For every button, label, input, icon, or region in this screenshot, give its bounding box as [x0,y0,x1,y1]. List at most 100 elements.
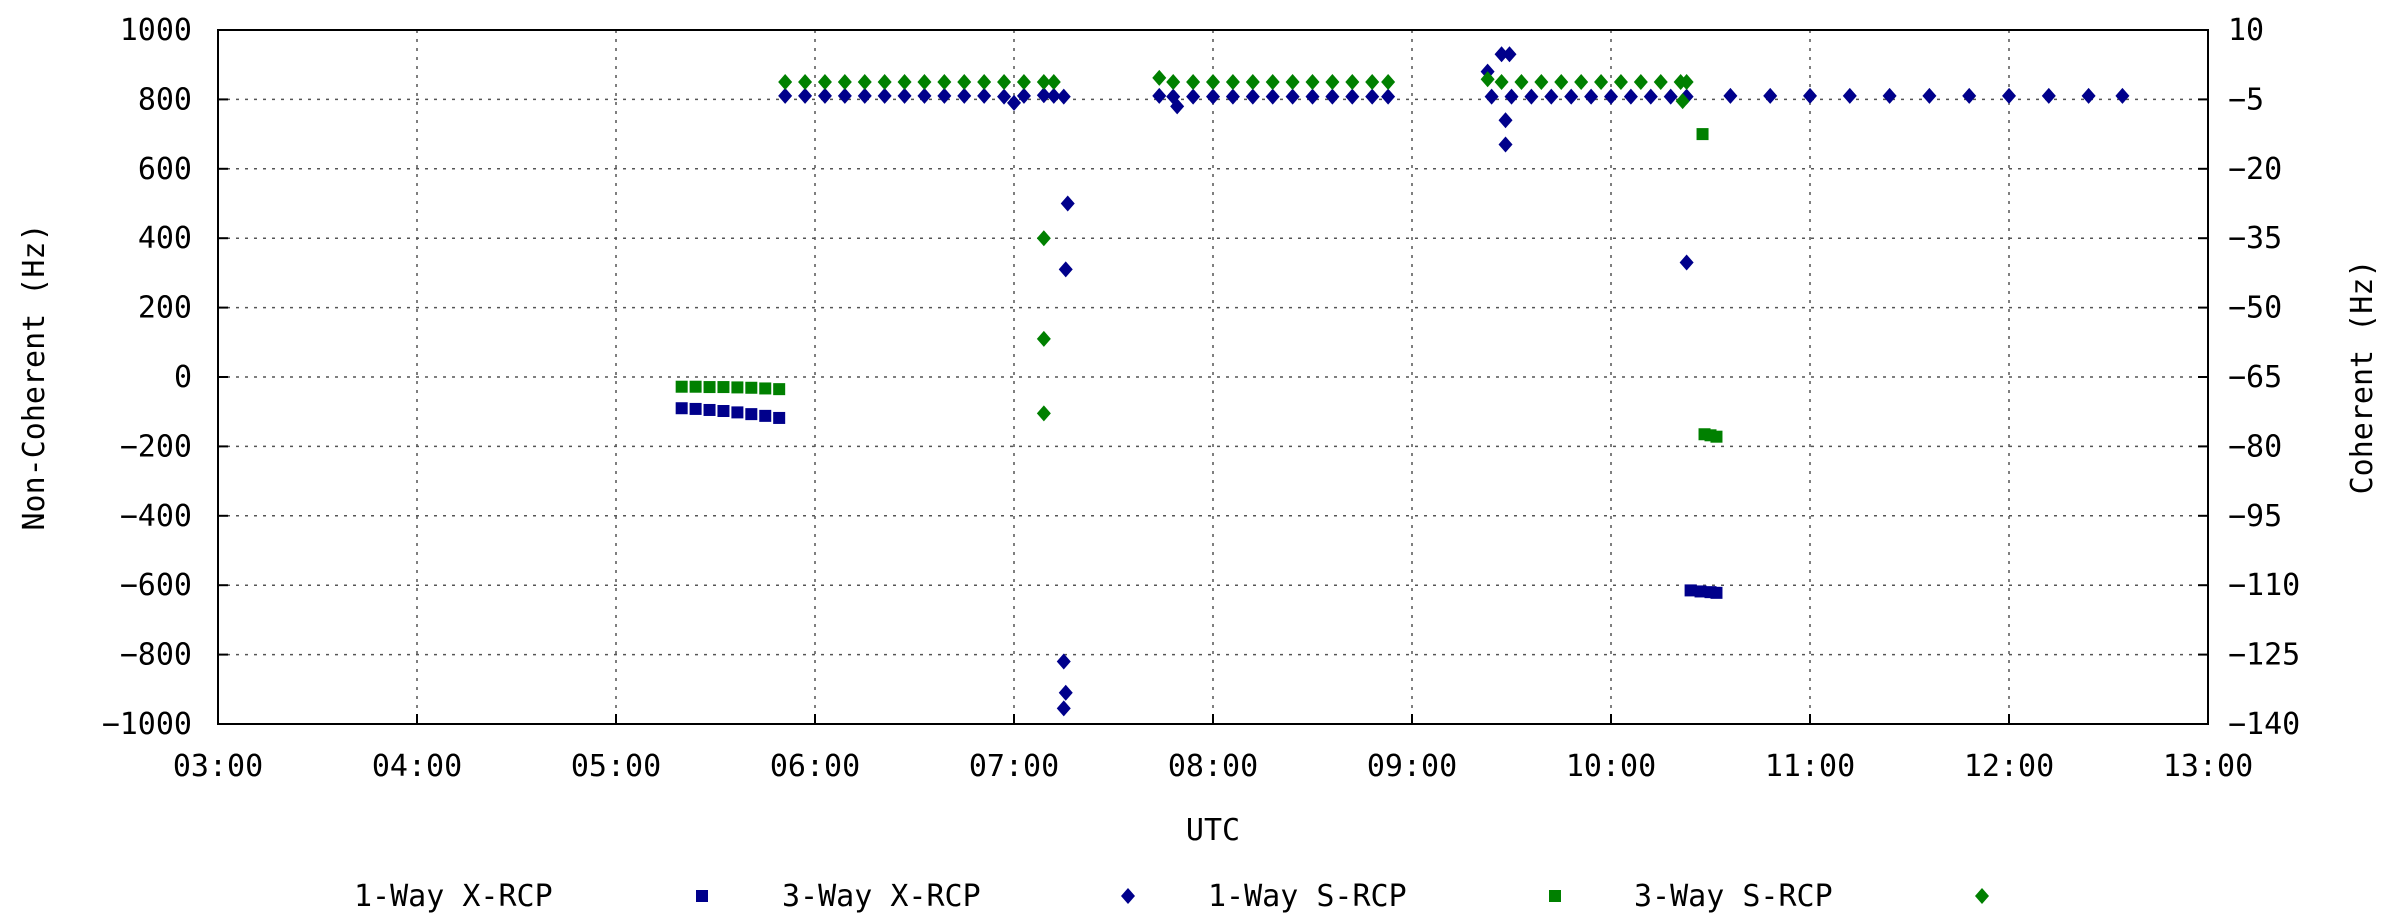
y-left-tick-label: 0 [174,360,192,395]
data-point [1653,74,1668,91]
x-tick-label: 07:00 [969,749,1059,784]
data-point [1663,88,1678,105]
x-tick-label: 03:00 [173,749,263,784]
data-point [1604,88,1618,105]
data-point [1225,74,1240,91]
data-point [1265,74,1280,91]
grid [218,30,2208,724]
data-point [1710,430,1723,443]
data-point [1036,87,1051,104]
data-point [1058,261,1073,278]
data-point [1504,88,1519,105]
data-point [2002,87,2016,104]
data-point [798,74,813,91]
data-point [917,87,932,104]
y-right-tick-label: −95 [2228,499,2282,534]
data-point [675,402,688,415]
legend-marker [1549,890,1561,902]
data-point [1325,88,1340,105]
data-point [1480,71,1495,88]
data-point [1016,87,1031,104]
data-point [1265,88,1280,105]
y-axis-left-title: Non-Coherent (Hz) [17,223,52,530]
data-point [1723,87,1738,104]
legend-marker [1975,888,1989,904]
data-point [1152,69,1167,86]
data-point [1305,74,1320,91]
y-right-tick-label: −65 [2228,360,2282,395]
data-point [1922,87,1937,104]
data-point [1381,88,1396,105]
data-point [1498,112,1513,129]
data-point [1152,87,1167,104]
y-right-tick-label: −5 [2228,82,2264,117]
data-point [745,408,758,421]
y-left-tick-label: −1000 [102,707,192,742]
y-left-tick-label: −200 [120,429,192,464]
data-point [1544,88,1559,105]
data-point [1381,74,1396,91]
x-tick-label: 05:00 [571,749,661,784]
data-point [1679,254,1694,271]
data-point [1633,74,1648,91]
data-point [773,383,786,396]
data-point [1186,74,1201,91]
y-right-tick-label: −125 [2228,638,2300,673]
x-tick-label: 06:00 [770,749,860,784]
data-point [1842,87,1857,104]
data-point [1060,195,1075,212]
series-1 [675,402,1723,599]
data-point [1285,88,1300,105]
legend-label: 1-Way X-RCP [354,879,553,914]
data-point [1710,586,1723,599]
data-point [1564,88,1579,105]
data-point [731,381,744,394]
data-point [1166,74,1181,91]
data-point [1186,88,1201,105]
y-right-tick-label: −50 [2228,291,2282,326]
data-point [2115,87,2130,104]
series-3 [675,128,1723,443]
legend-label: 3-Way S-RCP [1634,879,1833,914]
data-point [1643,88,1658,105]
legend-label: 3-Way X-RCP [782,879,981,914]
y-left-tick-label: −400 [120,499,192,534]
data-point [1345,74,1360,91]
data-point [857,87,872,104]
data-point [1498,136,1513,153]
x-tick-label: 11:00 [1765,749,1855,784]
x-tick-label: 08:00 [1168,749,1258,784]
data-point [1056,700,1071,717]
data-point [837,74,852,91]
data-point [1365,88,1380,105]
data-point [703,403,716,416]
data-point [778,74,793,91]
data-point [759,382,772,395]
x-tick-label: 04:00 [372,749,462,784]
data-point [689,402,702,415]
data-point [2081,87,2096,104]
data-point [1056,88,1071,105]
data-point [897,87,912,104]
data-point [759,409,772,422]
y-left-tick-label: 1000 [120,13,192,48]
data-point [1494,74,1509,91]
data-point [977,87,992,104]
x-axis-title: UTC [1186,813,1240,848]
data-point [2041,87,2056,104]
legend-label: 1-Way S-RCP [1208,879,1407,914]
data-point [798,87,813,104]
x-tick-label: 09:00 [1367,749,1457,784]
data-point [1494,46,1509,63]
data-point [1524,88,1539,105]
y-right-tick-label: −110 [2228,568,2300,603]
y-left-tick-label: 800 [138,82,192,117]
x-tick-label: 13:00 [2163,749,2253,784]
data-points [675,46,2130,717]
x-tick-label: 12:00 [1964,749,2054,784]
series-2 [778,46,2130,717]
data-point [1694,585,1707,598]
x-axis: 03:00 04:00 05:00 06:00 07:00 08:00 09:00 10:00… [173,714,2253,784]
data-point [1036,405,1051,422]
data-point [1046,74,1061,91]
